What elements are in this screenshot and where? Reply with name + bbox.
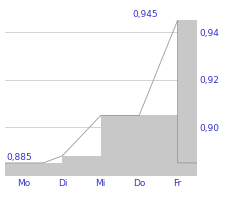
Text: 0,885: 0,885 — [7, 153, 32, 162]
Text: 0,945: 0,945 — [133, 10, 158, 19]
